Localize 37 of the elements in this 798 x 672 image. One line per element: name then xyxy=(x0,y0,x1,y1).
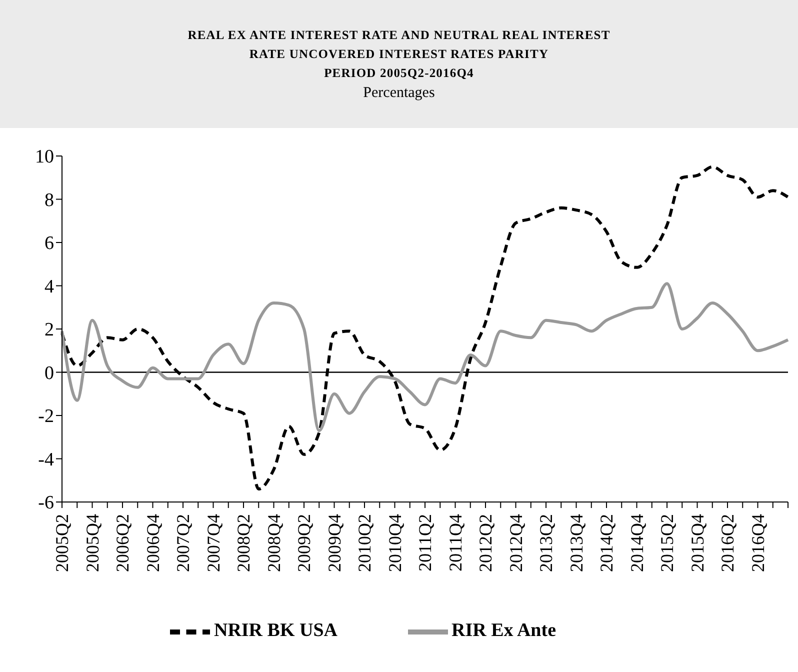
x-tick-label: 2008Q2 xyxy=(234,514,254,572)
y-tick-label: 10 xyxy=(35,146,54,168)
y-tick-label: 4 xyxy=(44,276,54,298)
x-tick-label: 2011Q2 xyxy=(415,514,435,572)
y-tick-label: 8 xyxy=(44,190,54,211)
y-tick-label: 2 xyxy=(44,320,54,341)
x-tick-label: 2009Q2 xyxy=(294,514,314,572)
x-tick-label: 2012Q2 xyxy=(476,514,496,572)
x-tick-label: 2014Q2 xyxy=(596,514,616,572)
x-tick-label: 2007Q2 xyxy=(173,514,193,572)
y-tick-label: 6 xyxy=(44,233,54,254)
chart-subtitle: Percentages xyxy=(362,84,436,103)
legend-label: NRIR BK USA xyxy=(214,620,338,642)
x-tick-label: 2008Q4 xyxy=(264,514,284,572)
x-tick-label: 2011Q4 xyxy=(445,514,466,572)
y-tick-label: -6 xyxy=(38,492,54,514)
x-tick-label: 2015Q2 xyxy=(657,514,677,572)
x-tick-label: 2013Q2 xyxy=(536,514,556,572)
x-tick-label: 2005Q4 xyxy=(82,514,102,572)
x-tick-label: 2016Q2 xyxy=(718,514,738,572)
x-tick-label: 2007Q4 xyxy=(203,514,224,572)
x-tick-label: 2010Q2 xyxy=(354,514,374,572)
x-tick-label: 2012Q4 xyxy=(506,514,526,572)
chart-title: REAL EX ANTE INTEREST RATE AND NEUTRAL REAL INTEREST RATE UNCOVERED INTEREST RATES PARITY PERIOD 2005Q2-2016Q4 xyxy=(186,27,612,82)
x-tick-label: 2016Q4 xyxy=(748,514,768,572)
y-tick-label: 0 xyxy=(44,362,54,384)
x-tick-label: 2006Q4 xyxy=(142,514,163,572)
x-tick-label: 2009Q4 xyxy=(324,514,344,572)
x-tick-label: 2015Q4 xyxy=(687,514,708,572)
x-tick-label: 2014Q4 xyxy=(626,514,647,572)
x-tick-label: 2005Q2 xyxy=(52,514,72,572)
legend-label: RIR Ex Ante xyxy=(452,620,556,642)
y-tick-label: -4 xyxy=(38,449,54,470)
x-tick-label: 2010Q4 xyxy=(384,514,405,572)
y-tick-label: -2 xyxy=(38,406,54,428)
x-tick-label: 2006Q2 xyxy=(112,514,132,572)
x-tick-label: 2013Q4 xyxy=(566,514,586,572)
